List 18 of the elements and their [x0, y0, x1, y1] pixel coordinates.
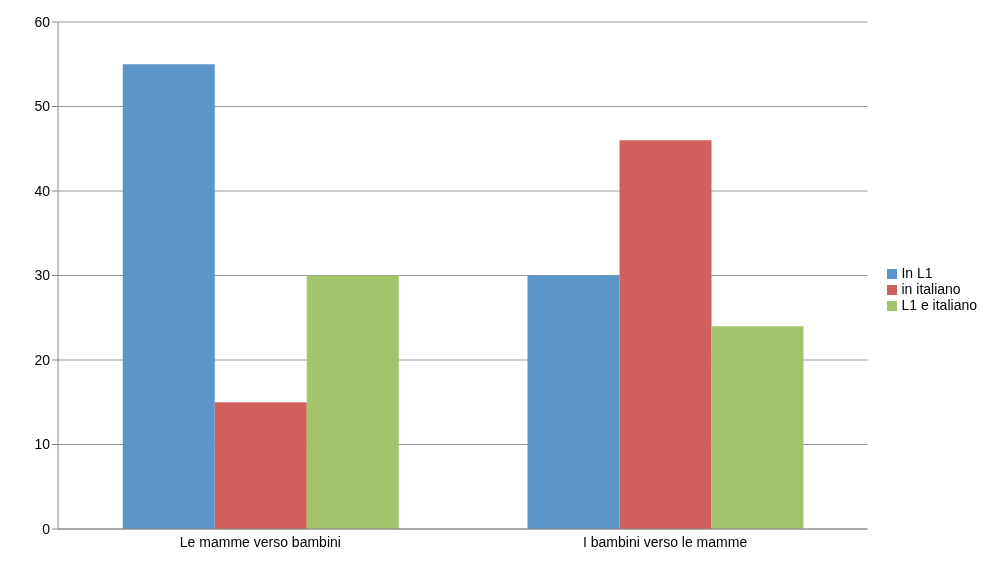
y-tick-label: 50 [34, 98, 51, 115]
legend-label: in italiano [901, 280, 961, 297]
legend-label: L1 e italiano [901, 296, 977, 313]
bar [306, 275, 399, 529]
legend-label: In L1 [901, 264, 933, 281]
y-tick-label: 10 [34, 436, 51, 453]
y-tick-label: 40 [34, 182, 51, 199]
y-tick-label: 60 [34, 13, 51, 30]
bar [619, 140, 712, 529]
x-tick-label: Le mamme verso bambini [179, 533, 341, 550]
bar [214, 402, 307, 529]
y-tick-label: 30 [34, 267, 51, 284]
y-tick-label: 20 [34, 351, 51, 368]
x-tick-label: I bambini verso le mamme [583, 533, 748, 550]
y-tick-label: 0 [42, 520, 51, 537]
bar [122, 64, 215, 529]
bar [527, 275, 620, 529]
bar [711, 326, 804, 529]
